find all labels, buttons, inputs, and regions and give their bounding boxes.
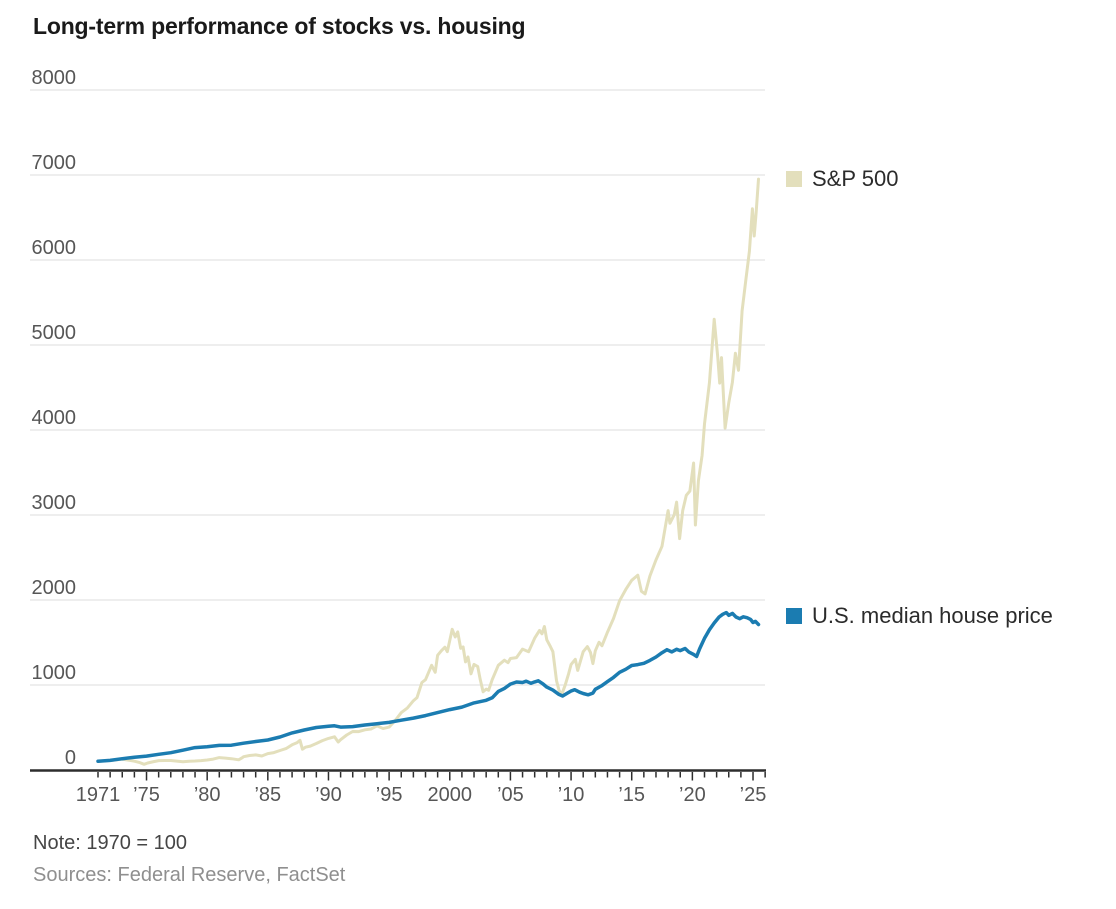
x-axis-label: ’20 — [679, 784, 706, 806]
y-axis-label: 8000 — [32, 67, 77, 89]
x-axis-label: ’25 — [740, 784, 767, 806]
y-axis-label: 4000 — [32, 407, 77, 429]
y-axis-label: 1000 — [32, 662, 77, 684]
y-axis-label: 2000 — [32, 577, 77, 599]
x-axis-label: ’75 — [133, 784, 160, 806]
housing-line — [96, 610, 761, 763]
sp500-line — [96, 177, 760, 766]
x-axis-label: ’15 — [618, 784, 645, 806]
y-axis-label: 3000 — [32, 492, 77, 514]
x-axis-label: ’80 — [194, 784, 221, 806]
chart-title: Long-term performance of stocks vs. hous… — [33, 13, 526, 39]
x-axis-label: ’85 — [254, 784, 281, 806]
y-axis-label: 7000 — [32, 152, 77, 174]
sp500-legend-label: S&P 500 — [812, 166, 899, 191]
chart-note: Note: 1970 = 100 — [33, 832, 188, 854]
x-axis-label: 2000 — [428, 784, 473, 806]
x-axis-label: ’90 — [315, 784, 342, 806]
chart-sources: Sources: Federal Reserve, FactSet — [33, 864, 346, 886]
legend-housing: U.S. median house price — [786, 603, 1053, 629]
x-axis-label: ’05 — [497, 784, 524, 806]
x-axis-label: ’10 — [558, 784, 585, 806]
legend-sp500: S&P 500 — [786, 166, 898, 192]
x-axis-label: ’95 — [376, 784, 403, 806]
x-axis-label: 1971 — [76, 784, 121, 806]
housing-legend-swatch — [786, 608, 802, 624]
y-axis-label: 6000 — [32, 237, 77, 259]
y-axis-label: 5000 — [32, 322, 77, 344]
y-axis-label: 0 — [65, 747, 76, 769]
sp500-legend-swatch — [786, 171, 802, 187]
housing-legend-label: U.S. median house price — [812, 603, 1053, 628]
